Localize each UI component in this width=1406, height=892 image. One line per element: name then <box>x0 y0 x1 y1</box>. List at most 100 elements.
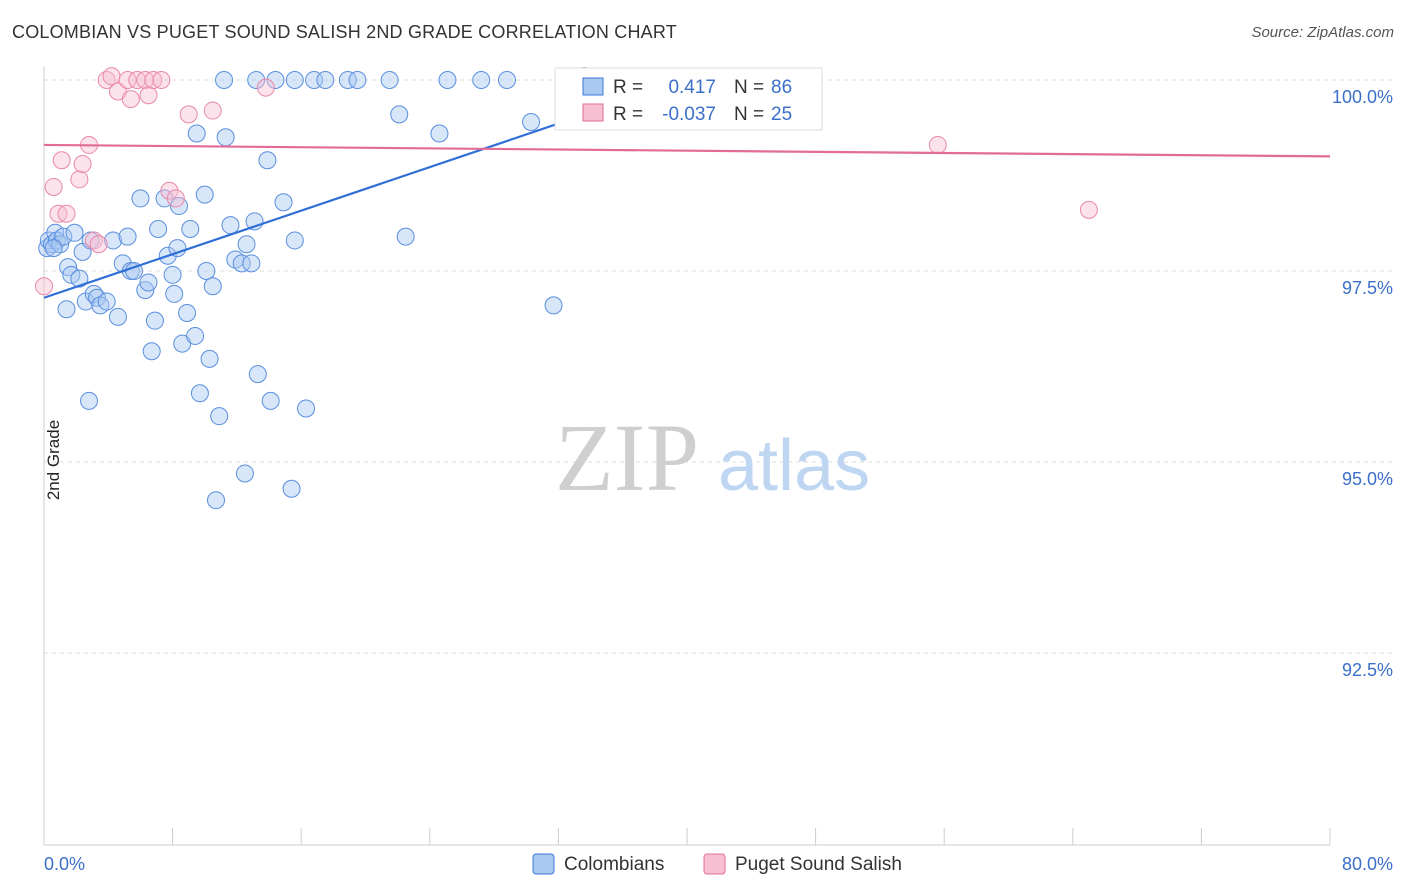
colombians-point <box>258 151 277 170</box>
puget-salish-trend-line <box>43 143 1331 158</box>
stats-legend: R = 0.417 N = 86 R = -0.037 N = 25 <box>554 67 823 131</box>
colombians-point <box>80 391 99 410</box>
colombians-point <box>65 223 84 242</box>
colombians-point <box>266 71 285 89</box>
colombians-point <box>338 71 357 89</box>
blue-swatch <box>582 77 604 96</box>
colombians-point <box>207 491 226 510</box>
colombians-point <box>165 284 184 303</box>
colombians-point <box>390 105 409 124</box>
watermark-atlas: atlas <box>718 426 870 506</box>
colombians-point <box>316 71 335 89</box>
puget-salish-point <box>928 135 947 154</box>
colombians-point <box>195 185 214 204</box>
colombians-point <box>282 479 301 498</box>
puget-salish-point <box>166 189 185 208</box>
puget-salish-point <box>70 170 89 189</box>
colombians-point <box>242 254 261 273</box>
colombians-point <box>149 219 168 238</box>
y-tick-labels: 100.0% 97.5% 95.0% 92.5% <box>1332 87 1393 680</box>
colombians-point <box>522 113 541 132</box>
puget-salish-point <box>1079 200 1098 219</box>
colombians-point <box>131 189 150 208</box>
n-label: N = <box>734 77 764 98</box>
axes <box>43 66 1331 846</box>
colombians-point <box>215 71 234 89</box>
source-label: Source: ZipAtlas.com <box>1251 24 1394 41</box>
colombians-point <box>197 262 216 280</box>
puget-salish-point <box>256 78 275 97</box>
colombians-point <box>235 464 254 483</box>
puget-salish-point <box>52 151 71 170</box>
puget-salish-point <box>118 71 137 89</box>
colombians-point <box>200 349 219 368</box>
legend-swatch-colombians <box>532 853 555 875</box>
x-tick-label-max: 80.0% <box>1342 854 1393 874</box>
legend-swatch-puget <box>703 853 726 875</box>
n-value: 25 <box>771 104 792 125</box>
colombians-point <box>261 391 280 410</box>
colombians-point <box>297 399 316 418</box>
colombians-point <box>247 71 266 89</box>
puget-salish-point <box>102 67 121 86</box>
y-tick-label: 92.5% <box>1342 660 1393 680</box>
colombians-point <box>97 292 116 311</box>
colombians-point <box>232 254 251 273</box>
colombians-point <box>54 227 73 246</box>
colombians-point <box>104 231 123 250</box>
n-value: 86 <box>771 77 792 98</box>
colombians-point <box>396 227 415 246</box>
puget-salish-point <box>57 204 76 223</box>
watermark-zip: ZIP <box>555 404 699 511</box>
puget-salish-point <box>179 105 198 124</box>
colombians-point <box>118 227 137 246</box>
colombians-point <box>168 239 187 258</box>
grid <box>44 79 1393 654</box>
colombians-point <box>438 71 457 89</box>
pink-swatch <box>582 103 604 122</box>
colombians-point <box>248 365 267 384</box>
y-tick-label: 97.5% <box>1342 278 1393 298</box>
y-tick-label: 100.0% <box>1332 87 1393 107</box>
colombians-point <box>472 71 491 89</box>
colombians-point <box>380 71 399 89</box>
colombians-point <box>430 124 449 143</box>
colombians-point <box>497 71 516 89</box>
r-label: R = <box>613 77 643 98</box>
colombians-point <box>190 384 209 403</box>
colombians-point <box>187 124 206 143</box>
colombians-point <box>163 265 182 284</box>
colombians-point <box>221 216 240 235</box>
colombians-point <box>544 296 563 315</box>
puget-salish-point <box>152 71 171 89</box>
colombians-point <box>178 304 197 323</box>
colombians-point <box>237 235 256 254</box>
data-points <box>35 67 1098 510</box>
n-label: N = <box>734 104 764 125</box>
colombians-point <box>216 128 235 147</box>
colombians-point <box>57 300 76 319</box>
colombians-point <box>142 342 161 361</box>
legend-label-colombians: Colombians <box>564 854 664 875</box>
colombians-point <box>203 277 222 296</box>
puget-salish-point <box>44 177 63 196</box>
y-tick-label: 95.0% <box>1342 469 1393 489</box>
colombians-point <box>348 71 367 89</box>
legend-label-puget: Puget Sound Salish <box>735 854 902 875</box>
colombians-point <box>274 193 293 212</box>
colombians-point <box>186 326 205 345</box>
r-label: R = <box>613 104 643 125</box>
colombians-point <box>139 273 158 292</box>
x-tick-label-min: 0.0% <box>44 854 85 874</box>
bottom-legend: Colombians Puget Sound Salish <box>532 853 902 875</box>
chart-title: COLOMBIAN VS PUGET SOUND SALISH 2ND GRAD… <box>12 22 677 42</box>
puget-salish-point <box>203 101 222 120</box>
puget-salish-point <box>139 86 158 105</box>
colombians-point <box>145 311 164 330</box>
r-value: 0.417 <box>668 77 716 98</box>
colombians-point <box>108 307 127 326</box>
puget-salish-point <box>160 181 179 200</box>
colombians-point <box>285 231 304 250</box>
colombians-point <box>44 239 63 258</box>
